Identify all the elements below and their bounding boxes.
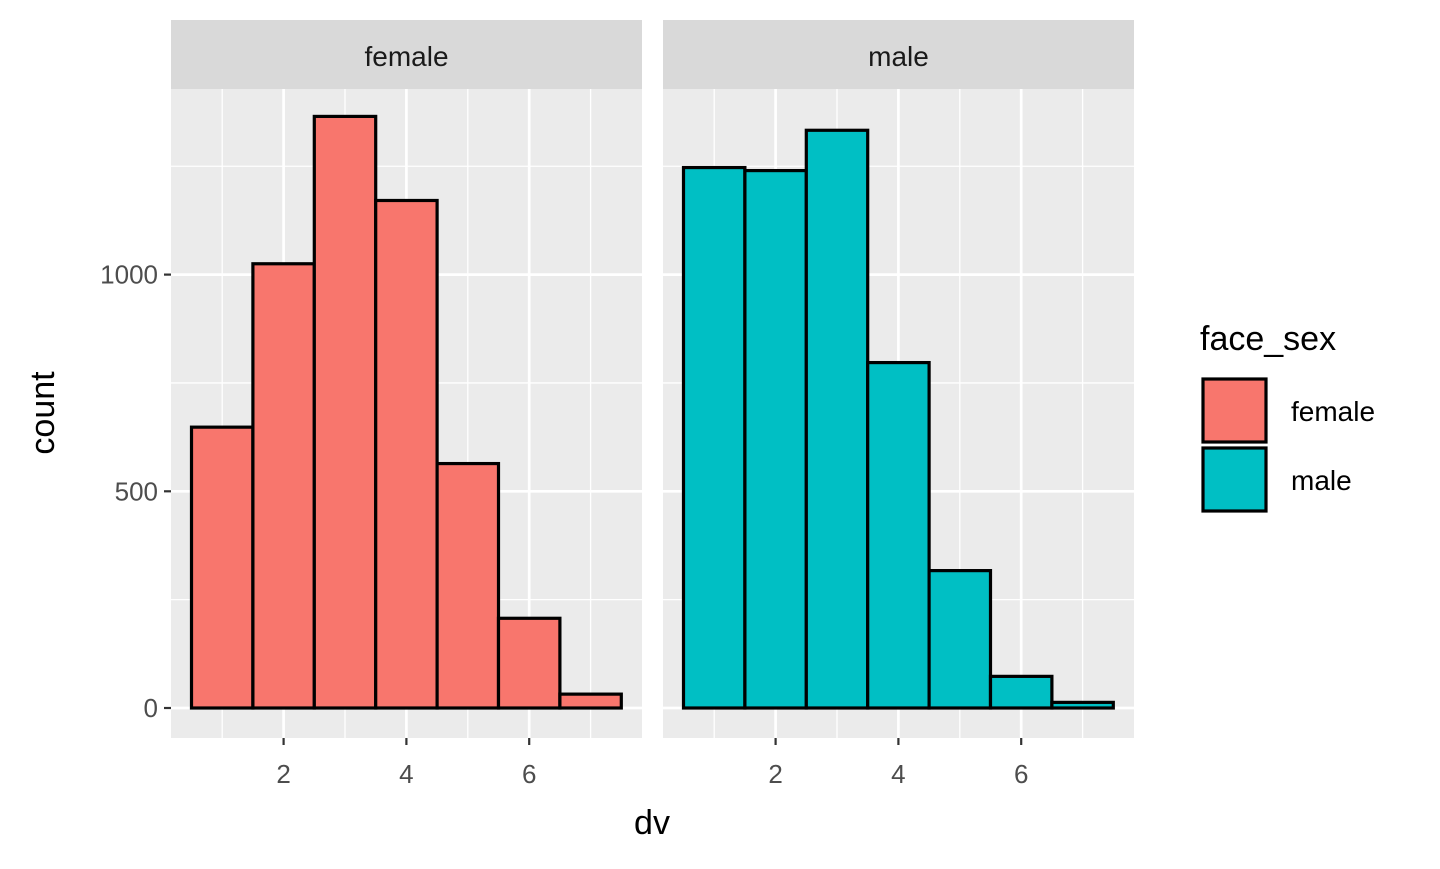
strip-female	[171, 20, 642, 89]
bar-female-2	[251, 262, 316, 710]
x-axis-title: dv	[634, 804, 670, 842]
legend-swatch-female	[1201, 377, 1268, 444]
strip-label-female: female	[364, 41, 448, 72]
bar-female-5	[435, 461, 501, 710]
y-tick-label: 1000	[100, 260, 158, 290]
y-axis-title: count	[24, 371, 62, 455]
bar-female-6	[496, 616, 562, 710]
x-tick-label: 6	[522, 759, 536, 789]
x-tick-label: 2	[276, 759, 290, 789]
bar-male-4	[866, 360, 931, 710]
bar-female-7	[558, 692, 623, 710]
bar-female-3	[312, 114, 378, 710]
bar-male-5	[927, 569, 993, 710]
legend-label-male: male	[1291, 465, 1352, 496]
legend-swatch-male	[1201, 446, 1268, 513]
strip-label-male: male	[868, 41, 929, 72]
legend: face_sex female male	[1200, 320, 1375, 513]
bar-male-3	[804, 128, 870, 710]
x-tick-label: 4	[399, 759, 413, 789]
x-tick-label: 4	[891, 759, 905, 789]
axes-layer: 2 4 6 2 4 6 0 500 1000	[100, 260, 1028, 789]
bar-female-4	[374, 198, 439, 710]
panels-layer: female male	[171, 20, 1134, 738]
legend-title: face_sex	[1200, 320, 1336, 358]
legend-label-female: female	[1291, 396, 1375, 427]
x-tick-label: 2	[768, 759, 782, 789]
strip-male	[663, 20, 1134, 89]
y-tick-label: 0	[144, 693, 158, 723]
bar-male-6	[988, 674, 1054, 710]
facet-panel-male: male	[663, 20, 1134, 738]
x-tick-label: 6	[1014, 759, 1028, 789]
facet-panel-female: female	[171, 20, 642, 738]
bar-male-1	[681, 165, 747, 710]
bar-male-2	[743, 168, 808, 710]
bar-male-7	[1050, 700, 1115, 710]
bar-female-1	[189, 425, 255, 710]
y-tick-label: 500	[115, 476, 158, 506]
